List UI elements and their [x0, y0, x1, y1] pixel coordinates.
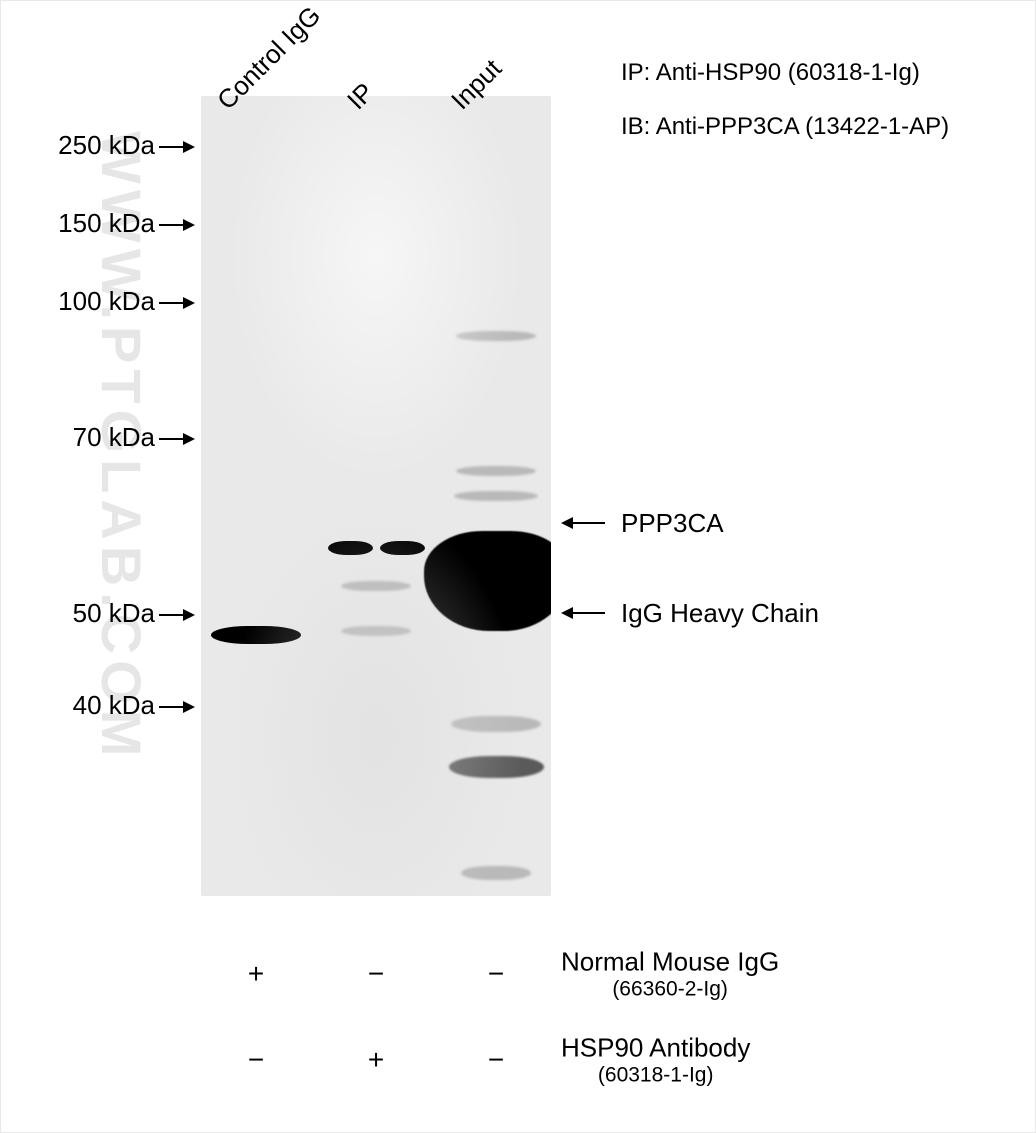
mw-marker: 150 kDa: [58, 208, 195, 239]
arrow-right-icon: [159, 614, 195, 616]
band-label-text: PPP3CA: [621, 508, 724, 539]
blot-band: [380, 541, 425, 555]
blot-band: [461, 866, 531, 880]
mw-marker-text: 40 kDa: [73, 690, 155, 720]
reagent-mark: −: [437, 1044, 555, 1076]
reagent-row: +−−Normal Mouse IgG(66360-2-Ig): [1, 931, 1036, 1017]
arrow-right-icon: [159, 706, 195, 708]
reagent-mark: +: [317, 1044, 435, 1076]
reagent-mark: −: [317, 958, 435, 990]
blot-band: [328, 541, 373, 555]
blot-band: [454, 491, 538, 501]
mw-marker: 100 kDa: [58, 286, 195, 317]
blot-band: [341, 581, 411, 591]
mw-marker: 250 kDa: [58, 130, 195, 161]
reagent-mark: −: [197, 1044, 315, 1076]
reagent-label: HSP90 Antibody(60318-1-Ig): [561, 1033, 750, 1088]
western-blot-membrane: [201, 96, 551, 896]
reagent-row: −+−HSP90 Antibody(60318-1-Ig): [1, 1017, 1036, 1103]
figure-content: WWW.PTGLAB.COM 250 kDa150 kDa100 kDa70 k…: [1, 1, 1035, 1132]
arrow-left-icon: [561, 612, 605, 614]
mw-marker-text: 250 kDa: [58, 130, 155, 160]
reagent-cat: (66360-2-Ig): [561, 978, 779, 1002]
mw-marker: 70 kDa: [73, 422, 195, 453]
blot-band: [341, 626, 411, 636]
arrow-right-icon: [159, 224, 195, 226]
figure-frame: WWW.PTGLAB.COM 250 kDa150 kDa100 kDa70 k…: [0, 0, 1036, 1133]
blot-band: [456, 466, 536, 476]
mw-marker: 50 kDa: [73, 598, 195, 629]
arrow-right-icon: [159, 146, 195, 148]
band-label-text: IgG Heavy Chain: [621, 598, 819, 629]
arrow-right-icon: [159, 302, 195, 304]
mw-marker-text: 100 kDa: [58, 286, 155, 316]
blot-band: [451, 716, 541, 732]
reagent-cat: (60318-1-Ig): [561, 1064, 750, 1088]
reagent-label: Normal Mouse IgG(66360-2-Ig): [561, 947, 779, 1002]
arrow-right-icon: [159, 438, 195, 440]
blot-band: [449, 756, 544, 778]
reagent-mark: −: [437, 958, 555, 990]
arrow-left-icon: [561, 522, 605, 524]
mw-marker: 40 kDa: [73, 690, 195, 721]
mw-marker-text: 150 kDa: [58, 208, 155, 238]
blot-band: [424, 531, 552, 631]
mw-marker-text: 70 kDa: [73, 422, 155, 452]
info-line: IB: Anti-PPP3CA (13422-1-AP): [621, 113, 949, 141]
info-line: IP: Anti-HSP90 (60318-1-Ig): [621, 59, 920, 87]
reagent-mark: +: [197, 958, 315, 990]
blot-band: [456, 331, 536, 341]
mw-marker-text: 50 kDa: [73, 598, 155, 628]
reagent-name: Normal Mouse IgG: [561, 947, 779, 978]
reagent-name: HSP90 Antibody: [561, 1033, 750, 1064]
blot-band: [211, 626, 301, 644]
